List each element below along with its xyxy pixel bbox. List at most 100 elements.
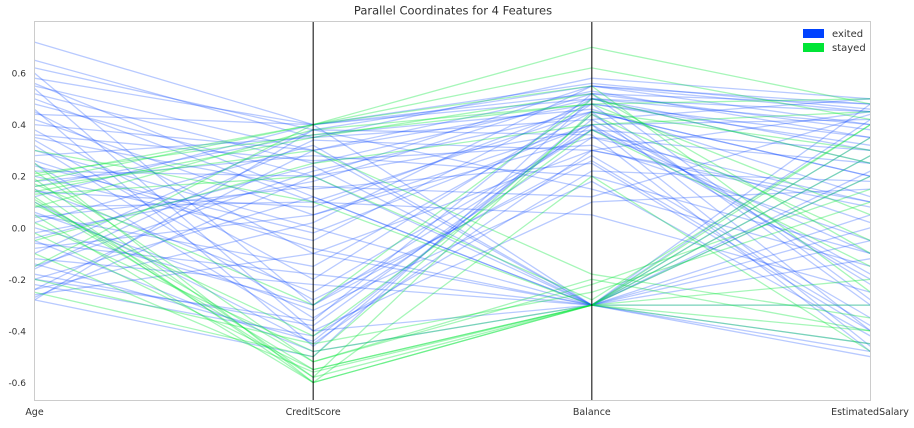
series-exited-line [34,103,871,208]
series-stayed-line [34,46,871,177]
x-feature-label-age: Age [25,407,44,418]
series-stayed-line [34,175,871,373]
series-exited-line [34,103,871,306]
series-exited-line [34,136,871,332]
series-exited-line [34,123,871,306]
series-exited-line [34,149,871,306]
series-exited-line [34,85,871,291]
series-stayed-line [34,103,871,216]
series-exited-line [34,154,871,319]
y-axis-ticks: -0.6 -0.4 -0.2 0.0 0.2 0.4 0.6 [8,70,26,389]
legend-label-exited: exited [832,29,863,40]
y-tick-label: -0.4 [8,327,26,337]
series-exited-line [34,123,871,347]
series-stayed-line [34,98,871,306]
series-stayed-line [34,198,871,363]
series-exited-line [34,239,871,353]
series-exited-line [34,108,871,348]
series-stayed-line [34,188,871,384]
y-tick-label: 0.6 [12,70,27,80]
series-exited-line [34,82,871,306]
series-exited-line [34,118,871,342]
y-tick-label: 0.0 [12,224,27,234]
series-stayed-line [34,98,871,175]
plot-frame [34,21,871,401]
series-exited-line [34,98,871,242]
x-feature-label-balance: Balance [573,407,611,418]
series-stayed-line [34,124,871,384]
series-exited-line [34,134,871,242]
series-stayed-line [34,111,871,242]
series-stayed-line [34,201,871,371]
series-exited-line [34,144,871,306]
series-exited-line [34,196,871,306]
series-exited-line [34,129,871,268]
series-exited-line [34,123,871,358]
series-exited-line [34,111,871,255]
series-exited-line [34,98,871,157]
series-stayed-line [34,170,871,363]
series-stayed-line [34,85,871,293]
series-exited-line [34,85,871,152]
series-exited-line [34,111,871,345]
series-stayed-line [34,67,871,183]
series-exited-line [34,59,871,139]
series-exited-line [34,82,871,126]
series-exited-line [34,129,871,293]
series-stayed-line [34,155,871,371]
series-stayed-line [34,178,871,379]
series-exited-line [34,118,871,327]
x-feature-label-estimatedsalary: EstimatedSalary [831,407,909,418]
series-stayed-line [34,124,871,301]
series-stayed-line [34,93,871,255]
series-stayed-line [34,222,871,353]
chart-title: Parallel Coordinates for 4 Features [354,4,552,18]
series-exited-line [34,108,871,198]
series-exited-line [34,88,871,332]
series-exited-line [34,113,871,219]
series-exited-line [34,85,871,177]
series-exited-line [34,92,871,322]
series-stayed-line [34,111,871,379]
x-feature-label-creditscore: CreditScore [286,407,341,418]
legend-label-stayed: stayed [832,43,866,54]
series-exited [34,41,871,358]
feature-axes [312,21,593,401]
legend: exited stayed [803,29,866,54]
series-exited-line [34,136,871,306]
series-exited-line [34,93,871,164]
series-exited-line [34,72,871,306]
series-exited-line [34,201,871,293]
series-exited-line [34,139,871,270]
series-exited-line [34,41,871,126]
legend-swatch-stayed [803,43,824,52]
series-exited-line [34,118,871,280]
series-exited-line [34,242,871,306]
series-exited-line [34,67,871,131]
x-axis-feature-labels: Age CreditScore Balance EstimatedSalary [25,407,909,418]
series-exited-line [34,155,871,306]
y-tick-label: -0.2 [8,276,26,286]
series-exited-line [34,154,871,255]
series-stayed [34,46,871,384]
series-exited-line [34,118,871,306]
series-exited-line [34,129,871,298]
data-lines [34,41,871,384]
series-exited-line [34,180,871,337]
series-exited-line [34,93,871,234]
series-exited-line [34,98,871,358]
series-exited-line [34,111,871,268]
series-stayed-line [34,113,871,358]
series-exited-line [34,77,871,126]
series-stayed-line [34,149,871,319]
legend-swatch-exited [803,29,824,38]
series-stayed-line [34,162,871,384]
series-exited-line [34,129,871,353]
series-exited-line [34,139,871,327]
y-tick-label: 0.2 [12,173,26,183]
series-exited-line [34,98,871,203]
series-exited-line [34,136,871,319]
